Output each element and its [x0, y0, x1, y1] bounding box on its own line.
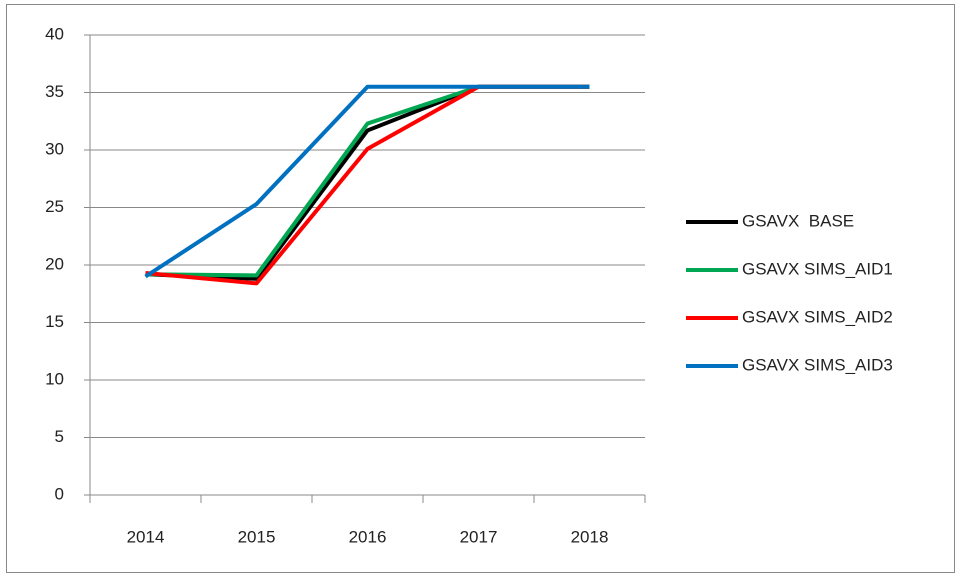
legend-label: GSAVX BASE: [742, 211, 854, 230]
series-line: [144, 84, 590, 279]
chart-border: [6, 4, 955, 573]
y-tick-label: 40: [45, 24, 64, 43]
x-tick-label: 2016: [349, 527, 387, 546]
y-tick-label: 5: [55, 427, 64, 446]
y-tick-label: 35: [45, 82, 64, 101]
x-tick-label: 2017: [460, 527, 498, 546]
y-tick-label: 0: [55, 484, 64, 503]
y-tick-label: 25: [45, 197, 64, 216]
y-tick-label: 15: [45, 312, 64, 331]
y-tick-label: 20: [45, 254, 64, 273]
x-tick-label: 2015: [238, 527, 276, 546]
x-tick-label: 2014: [127, 527, 165, 546]
y-tick-label: 30: [45, 139, 64, 158]
x-tick-label: 2018: [571, 527, 609, 546]
legend-label: GSAVX SIMS_AID3: [742, 355, 893, 374]
legend-label: GSAVX SIMS_AID2: [742, 307, 893, 326]
legend-label: GSAVX SIMS_AID1: [742, 259, 893, 278]
y-tick-label: 10: [45, 369, 64, 388]
